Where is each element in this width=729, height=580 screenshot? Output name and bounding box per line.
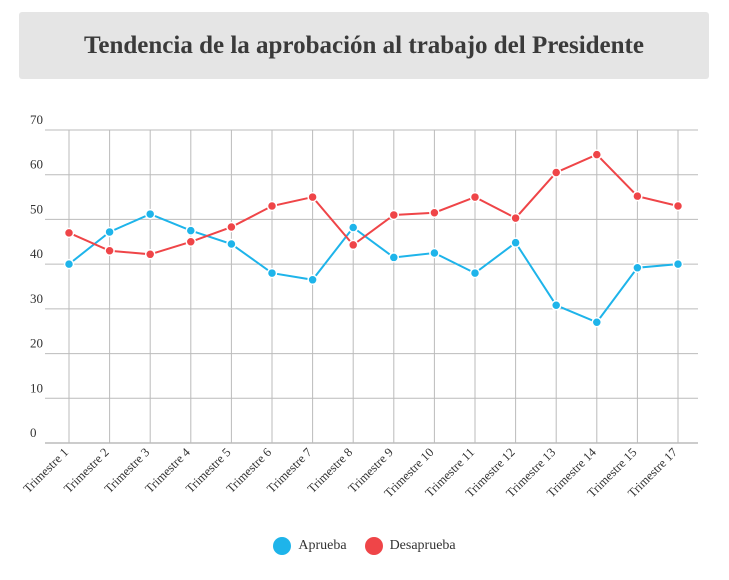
data-point-aprueba	[63, 258, 75, 270]
data-point-aprueba	[550, 300, 562, 311]
data-point-aprueba	[307, 274, 318, 286]
data-point-aprueba	[469, 267, 481, 279]
data-point-aprueba	[347, 222, 359, 233]
data-point-desaprueba	[347, 239, 359, 251]
y-tick-label: 40	[30, 246, 43, 261]
data-point-desaprueba	[672, 200, 684, 212]
legend-label-aprueba: Aprueba	[298, 538, 347, 553]
series-line-desaprueba	[68, 153, 679, 256]
y-tick-label: 60	[30, 157, 43, 172]
data-point-aprueba	[226, 238, 237, 250]
data-point-desaprueba	[226, 221, 237, 233]
data-point-desaprueba	[388, 209, 400, 221]
series-line-aprueba	[68, 212, 679, 324]
data-point-aprueba	[510, 237, 521, 248]
data-point-aprueba	[266, 267, 278, 279]
data-point-desaprueba	[144, 249, 156, 260]
data-point-desaprueba	[429, 207, 440, 218]
data-point-aprueba	[388, 252, 400, 263]
data-point-desaprueba	[266, 200, 278, 212]
data-point-aprueba	[429, 247, 440, 259]
data-point-aprueba	[591, 317, 603, 328]
data-point-desaprueba	[550, 167, 562, 178]
y-tick-label: 70	[30, 112, 43, 127]
y-tick-label: 20	[30, 336, 43, 351]
y-tick-label: 50	[30, 201, 43, 216]
data-point-aprueba	[144, 208, 156, 220]
legend-marker-desaprueba	[364, 537, 383, 555]
data-point-desaprueba	[469, 191, 481, 203]
legend-marker-aprueba	[273, 537, 292, 555]
legend-label-desaprueba: Desaprueba	[389, 538, 456, 553]
data-point-desaprueba	[185, 236, 197, 248]
data-point-desaprueba	[632, 190, 643, 202]
legend: Aprueba Desaprueba	[0, 537, 729, 555]
y-tick-label: 0	[30, 425, 37, 440]
data-point-desaprueba	[307, 191, 318, 203]
data-point-aprueba	[104, 226, 115, 238]
chart-title-box: Tendencia de la aprobación al trabajo de…	[19, 12, 709, 79]
legend-item-aprueba[interactable]: Aprueba	[273, 537, 347, 555]
data-point-desaprueba	[510, 212, 521, 224]
chart-title: Tendencia de la aprobación al trabajo de…	[84, 31, 644, 59]
data-point-desaprueba	[591, 149, 603, 160]
y-tick-label: 30	[30, 291, 43, 306]
y-tick-label: 10	[30, 380, 43, 395]
data-point-aprueba	[672, 258, 684, 270]
data-point-aprueba	[185, 225, 197, 236]
legend-item-desaprueba[interactable]: Desaprueba	[364, 537, 456, 555]
data-point-desaprueba	[104, 245, 115, 256]
data-point-desaprueba	[63, 227, 75, 239]
data-point-aprueba	[632, 262, 643, 273]
